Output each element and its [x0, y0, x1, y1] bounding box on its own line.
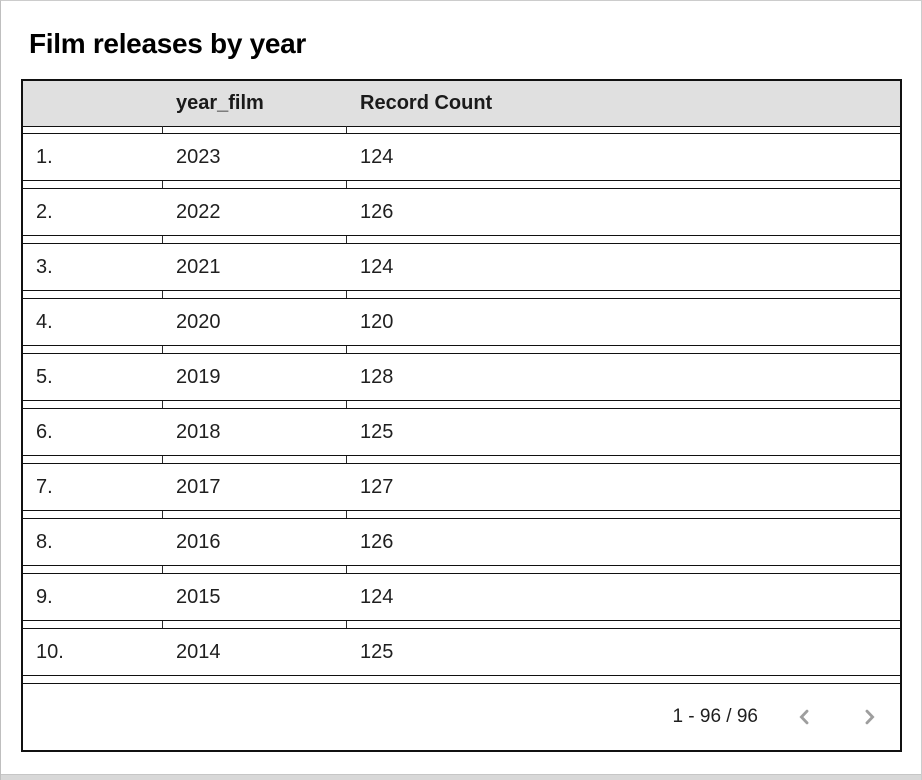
- table-row: 10. 2014 125: [23, 621, 900, 676]
- column-header-record-count[interactable]: Record Count: [360, 92, 493, 114]
- table-row: 9. 2015 124: [23, 566, 900, 621]
- row-count-cell: 124: [360, 145, 394, 168]
- pagination-range-label: 1 - 96 / 96: [672, 706, 758, 727]
- next-page-button[interactable]: [850, 697, 890, 737]
- row-rank-cell: 2.: [36, 200, 53, 223]
- row-rank-cell: 9.: [36, 585, 53, 608]
- row-count-cell: 126: [360, 530, 394, 553]
- page-title: Film releases by year: [29, 28, 306, 59]
- table-row: 3. 2021 124: [23, 236, 900, 291]
- previous-page-button[interactable]: [784, 697, 824, 737]
- row-year-cell: 2014: [176, 640, 221, 663]
- row-year-cell: 2019: [176, 365, 221, 388]
- row-year-cell: 2017: [176, 475, 221, 498]
- row-year-cell: 2016: [176, 530, 221, 553]
- row-count-cell: 127: [360, 475, 394, 498]
- row-year-cell: 2023: [176, 145, 221, 168]
- table-row: 7. 2017 127: [23, 456, 900, 511]
- table-row: 5. 2019 128: [23, 346, 900, 401]
- table-row: 2. 2022 126: [23, 181, 900, 236]
- row-rank-cell: 3.: [36, 255, 53, 278]
- column-header-year-film[interactable]: year_film: [176, 92, 264, 114]
- row-year-cell: 2020: [176, 310, 221, 333]
- row-rank-cell: 1.: [36, 145, 53, 168]
- row-count-cell: 126: [360, 200, 394, 223]
- chevron-left-icon: [791, 704, 817, 730]
- data-table: year_film Record Count 1. 2023 124 2. 20…: [21, 79, 902, 752]
- table-header-row: year_film Record Count: [23, 81, 900, 127]
- table-row: 6. 2018 125: [23, 401, 900, 456]
- row-rank-cell: 4.: [36, 310, 53, 333]
- row-year-cell: 2022: [176, 200, 221, 223]
- chevron-right-icon: [857, 704, 883, 730]
- row-year-cell: 2018: [176, 420, 221, 443]
- window-bottom-edge: [1, 774, 921, 780]
- row-rank-cell: 7.: [36, 475, 53, 498]
- row-rank-cell: 10.: [36, 640, 64, 663]
- row-count-cell: 125: [360, 420, 394, 443]
- table-row: 4. 2020 120: [23, 291, 900, 346]
- row-count-cell: 124: [360, 585, 394, 608]
- table-row: 1. 2023 124: [23, 126, 900, 181]
- row-count-cell: 124: [360, 255, 394, 278]
- row-year-cell: 2021: [176, 255, 221, 278]
- row-year-cell: 2015: [176, 585, 221, 608]
- table-footer: 1 - 96 / 96: [23, 683, 900, 750]
- row-count-cell: 128: [360, 365, 394, 388]
- row-rank-cell: 6.: [36, 420, 53, 443]
- table-row: 8. 2016 126: [23, 511, 900, 566]
- row-rank-cell: 8.: [36, 530, 53, 553]
- row-count-cell: 120: [360, 310, 394, 333]
- row-rank-cell: 5.: [36, 365, 53, 388]
- row-count-cell: 125: [360, 640, 394, 663]
